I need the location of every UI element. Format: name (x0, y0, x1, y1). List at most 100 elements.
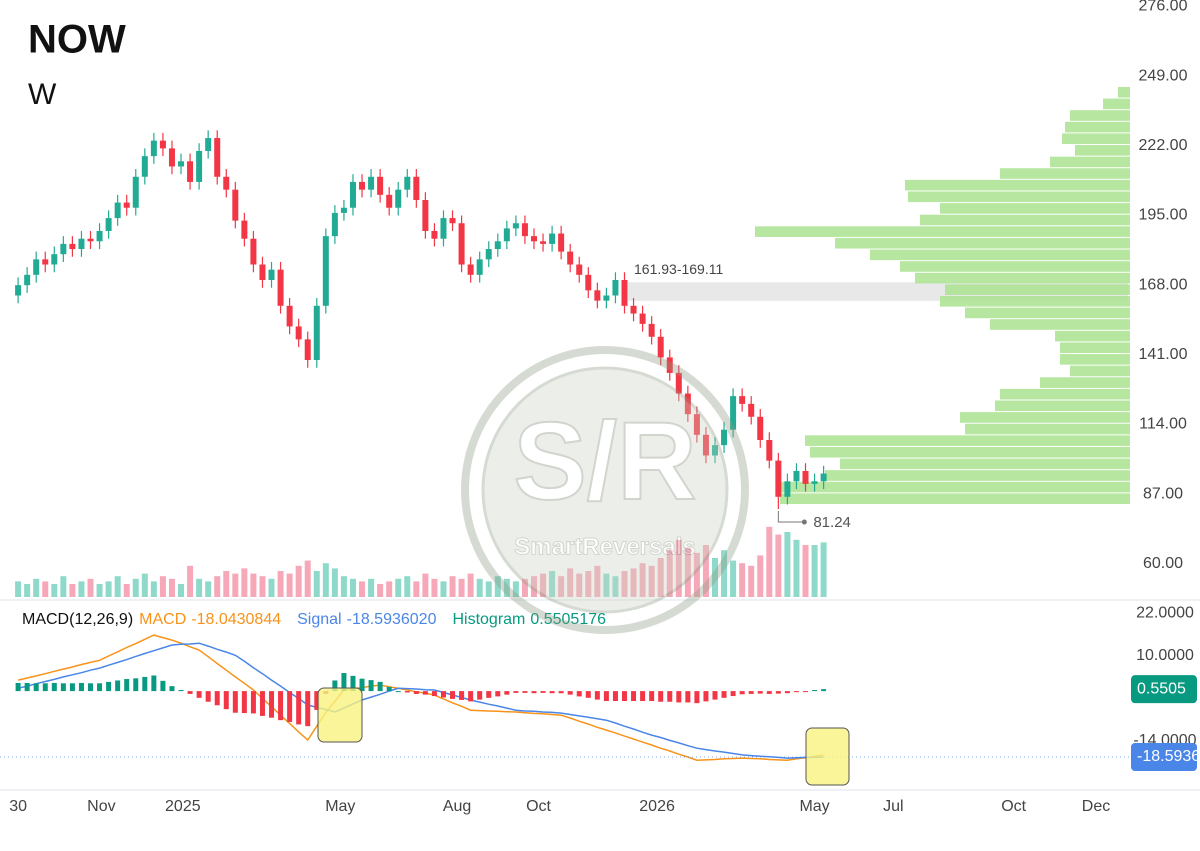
candle-body (349, 181, 356, 208)
candle-body (150, 140, 157, 157)
histogram-bar (540, 691, 546, 693)
profile-bar (1103, 98, 1130, 110)
candle-body (458, 223, 465, 265)
candle-body (241, 220, 248, 239)
volume-bar (141, 573, 148, 597)
profile-bar (1000, 168, 1130, 179)
zone-label: 161.93-169.11 (634, 261, 723, 277)
chart-title: NOW (28, 18, 126, 62)
volume-bar (15, 581, 22, 597)
volume-bar (567, 568, 574, 597)
candle-body (78, 238, 85, 250)
volume-bar (413, 581, 420, 597)
histogram-bar (241, 691, 247, 714)
volume-bar (639, 563, 646, 597)
watermark: S/R SmartReversals (461, 346, 749, 634)
candle-body (123, 202, 130, 208)
volume-bar (69, 584, 76, 597)
volume-bar (449, 576, 456, 597)
volume-bar (693, 552, 700, 597)
candle-body (684, 393, 691, 415)
candle-body (159, 140, 166, 149)
histogram-bar (585, 691, 591, 698)
candle-body (96, 230, 103, 242)
profile-bar (995, 400, 1130, 412)
y-tick-label: 249.00 (1139, 67, 1188, 84)
candle-body (449, 218, 456, 224)
candle-body (69, 243, 76, 250)
volume-bar (802, 545, 809, 597)
legend-value: -18.0430844 (191, 611, 281, 628)
candle-body (395, 189, 402, 208)
candle-body (558, 233, 565, 252)
value-badge (1131, 675, 1197, 704)
candle-body (811, 481, 818, 484)
histogram-bar (296, 691, 302, 725)
low-label: 81.24 (813, 514, 851, 531)
histogram-bar (468, 691, 474, 702)
volume-bar (96, 584, 103, 597)
histogram-bar (413, 691, 419, 694)
histogram-bar (812, 690, 818, 692)
volume-bar (820, 542, 827, 597)
histogram-bar (612, 691, 618, 702)
candle-body (431, 230, 438, 239)
candle-body (784, 481, 791, 497)
y-tick-label: 10.0000 (1136, 647, 1194, 664)
volume-bar (675, 539, 682, 597)
candle-body (114, 202, 121, 219)
candle-body (15, 285, 22, 296)
volume-bar (476, 578, 483, 597)
volume-bar (666, 550, 673, 597)
y-tick-label: 87.00 (1143, 485, 1183, 502)
histogram-bar (214, 691, 220, 706)
volume-bar (78, 581, 85, 597)
x-tick-label: Dec (1082, 798, 1110, 815)
profile-bar (825, 470, 1130, 481)
volume-bar (712, 558, 719, 597)
volume-bar (549, 571, 556, 597)
histogram-bar (821, 689, 827, 692)
profile-bar (940, 295, 1130, 307)
volume-bar (558, 576, 565, 597)
candle-body (386, 194, 393, 208)
y-tick-label: 22.0000 (1136, 604, 1194, 621)
candle-body (530, 236, 537, 242)
candle-body (359, 181, 366, 190)
candle-body (757, 416, 764, 440)
histogram-bar (196, 691, 202, 698)
candle-body (51, 254, 58, 265)
histogram-bar (232, 691, 238, 713)
volume-bar (51, 584, 58, 597)
volume-bar (159, 576, 166, 597)
profile-bar (755, 226, 1130, 237)
candle-body (404, 176, 411, 190)
volume-bar (748, 565, 755, 597)
volume-bar (205, 581, 212, 597)
histogram-bar (459, 691, 465, 700)
histogram-bar (88, 683, 94, 692)
histogram-bar (395, 691, 401, 693)
volume-bar (196, 578, 203, 597)
candle-body (540, 241, 547, 244)
volume-bar (150, 581, 157, 597)
candle-body (657, 336, 664, 358)
profile-bar (940, 203, 1130, 214)
volume-bar (60, 576, 67, 597)
histogram-bar (477, 691, 483, 700)
histogram-bar (640, 691, 646, 702)
volume-bar (268, 578, 275, 597)
histogram-bar (431, 691, 437, 697)
histogram-bar (450, 691, 456, 699)
histogram-bar (368, 680, 374, 692)
volume-bar (286, 573, 293, 597)
candle-body (748, 403, 755, 417)
volume-bar (540, 573, 547, 597)
legend-value: 0.5505176 (530, 611, 606, 628)
histogram-bar (33, 683, 39, 692)
volume-bar (114, 576, 121, 597)
volume-bar (811, 545, 818, 597)
histogram-bar (69, 683, 75, 692)
volume-bar (259, 576, 266, 597)
candle-body (377, 176, 384, 195)
